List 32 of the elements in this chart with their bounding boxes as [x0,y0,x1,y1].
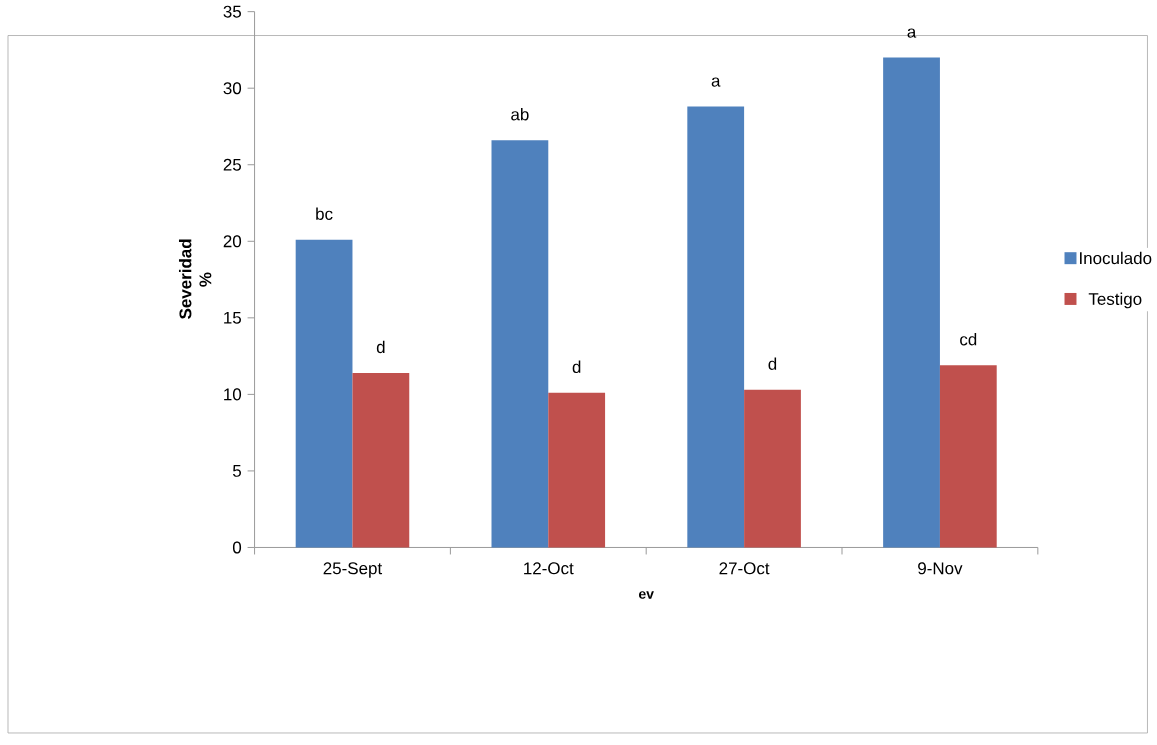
data-label: ab [511,107,529,121]
y-tick-label: 20 [223,235,242,248]
bar [352,372,410,548]
data-label: d [768,357,777,370]
bar [687,106,745,548]
bar [491,140,549,548]
y-tick-label: 25 [223,158,242,171]
data-label: cd [960,333,977,346]
x-tick-label: 12-Oct [524,562,574,575]
bar [744,389,801,548]
y-tick-label: 5 [232,465,242,477]
y-tick-label: 10 [224,388,242,401]
bar [548,392,606,548]
x-axis-title: ev [638,591,654,599]
data-label: a [711,77,721,87]
y-tick-label: 0 [232,541,242,554]
bar [883,57,940,548]
legend-label: Testigo [1088,292,1142,309]
y-tick-label: 15 [224,311,242,324]
x-tick-label: 25-Sept [323,562,383,578]
legend-label: Inoculado [1080,251,1152,265]
bar [939,365,997,548]
x-tick-label: 9-Nov [918,562,963,575]
data-label: a [907,28,917,38]
y-tick-label: 35 [223,5,242,18]
data-label: d [376,340,385,354]
data-label: d [572,360,581,374]
data-label: bc [316,207,333,220]
y-tick-label: 30 [223,82,242,95]
bar [295,239,353,548]
x-tick-label: 27-Oct [719,562,770,575]
y-axis-title: Severidad % [178,239,212,319]
